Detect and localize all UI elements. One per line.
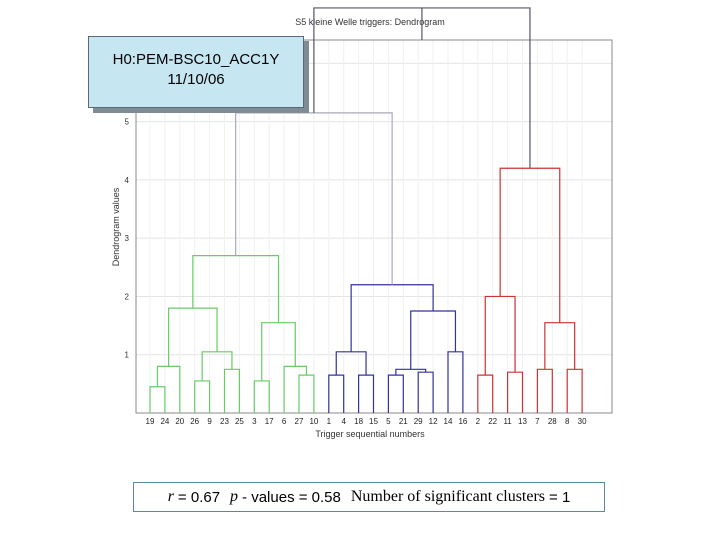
dendrogram-link-g6 — [168, 307, 218, 367]
dendrogram-link-g7 — [253, 380, 270, 413]
dendrogram-link-r4 — [536, 368, 553, 413]
channel-date: 11/10/06 — [167, 71, 225, 88]
leaf-label: 1 — [327, 417, 332, 426]
leaf-label: 18 — [354, 417, 363, 426]
leaf-label: 17 — [265, 417, 274, 426]
leaf-label: 20 — [175, 417, 184, 426]
p-symbol: p — [230, 488, 239, 505]
leaf-label: 29 — [414, 417, 423, 426]
dendrogram-link-g11 — [192, 255, 280, 323]
leaf-label: 12 — [429, 417, 438, 426]
leaf-label: 3 — [252, 417, 257, 426]
clusters-value: = 1 — [549, 488, 571, 506]
statistics-box: r = 0.67 p - values = 0.58 Number of sig… — [133, 482, 605, 512]
chart-title: S5 kleine Welle triggers: Dendrogram — [295, 17, 444, 27]
leaf-label: 4 — [341, 417, 346, 426]
dendrogram-link-r7 — [499, 167, 561, 323]
leaf-label: 6 — [282, 417, 287, 426]
dendrogram-link-r2 — [507, 371, 524, 413]
leaf-label: 5 — [386, 417, 391, 426]
leaf-label: 24 — [160, 417, 169, 426]
leaf-label: 10 — [309, 417, 318, 426]
dendrogram-link-b7 — [447, 351, 464, 413]
leaf-label: 13 — [518, 417, 527, 426]
dendrogram-link-r3 — [484, 295, 516, 376]
y-tick-label: 1 — [125, 351, 130, 360]
dendrogram-link-b8 — [410, 310, 457, 370]
leaf-label: 26 — [190, 417, 199, 426]
x-axis-label: Trigger sequential numbers — [315, 429, 425, 439]
x-axis-leaf-labels: 19 24 20 26 9 23 25 3 17 6 27 10 1 4 18 15 5 21 29 12 14 16 2 2… — [146, 417, 588, 426]
dendrogram-link-b1 — [328, 374, 345, 413]
leaf-label: 27 — [295, 417, 304, 426]
leaf-label: 2 — [476, 417, 481, 426]
dendrogram-link-r5 — [566, 368, 583, 413]
leaf-label: 16 — [458, 417, 467, 426]
r-symbol: r — [167, 488, 174, 505]
p-value: - values = 0.58 — [242, 488, 341, 506]
leaf-label: 23 — [220, 417, 229, 426]
r-value: = 0.67 — [177, 488, 221, 506]
leaf-label: 30 — [578, 417, 587, 426]
y-tick-label: 3 — [125, 234, 130, 243]
dendrogram-links — [149, 7, 583, 413]
dendrogram-link-b5 — [417, 371, 434, 413]
leaf-label: 19 — [146, 417, 155, 426]
leaf-label: 21 — [399, 417, 408, 426]
dendrogram-link-g9 — [283, 365, 308, 413]
dendrogram-link-b4 — [387, 374, 404, 413]
dendrogram-link-t1 — [235, 112, 393, 285]
leaf-label: 28 — [548, 417, 557, 426]
y-tick-label: 4 — [125, 176, 130, 185]
dendrogram-link-g2 — [156, 365, 181, 413]
dendrogram-link-r1 — [477, 374, 494, 413]
dendrogram-link-r6 — [544, 322, 576, 370]
leaf-label: 15 — [369, 417, 378, 426]
dendrogram-link-g3 — [194, 380, 211, 413]
leaf-label: 14 — [444, 417, 453, 426]
leaf-label: 8 — [565, 417, 570, 426]
y-axis-label: Dendrogram values — [111, 187, 121, 266]
dendrogram-link-t2 — [313, 7, 531, 169]
dendrogram-link-g5 — [201, 351, 233, 381]
y-tick-label: 2 — [125, 292, 130, 301]
dendrogram-link-g8 — [298, 374, 315, 413]
dendrogram-link-b2 — [358, 374, 375, 413]
leaf-label: 9 — [207, 417, 212, 426]
leaf-label: 7 — [535, 417, 540, 426]
dendrogram-link-b9 — [350, 284, 434, 352]
clusters-label: Number of significant clusters — [350, 488, 546, 505]
dendrogram-link-b3 — [335, 351, 367, 376]
dendrogram-link-g1 — [149, 386, 166, 413]
leaf-label: 25 — [235, 417, 244, 426]
dendrogram-link-g10 — [261, 322, 296, 381]
leaf-label: 22 — [488, 417, 497, 426]
dendrogram-link-g4 — [223, 368, 240, 413]
y-tick-label: 5 — [125, 118, 130, 127]
channel-label-box: H0:PEM-BSC10_ACC1Y 11/10/06 — [88, 36, 304, 108]
leaf-label: 11 — [503, 417, 512, 426]
channel-name: H0:PEM-BSC10_ACC1Y — [112, 51, 280, 68]
